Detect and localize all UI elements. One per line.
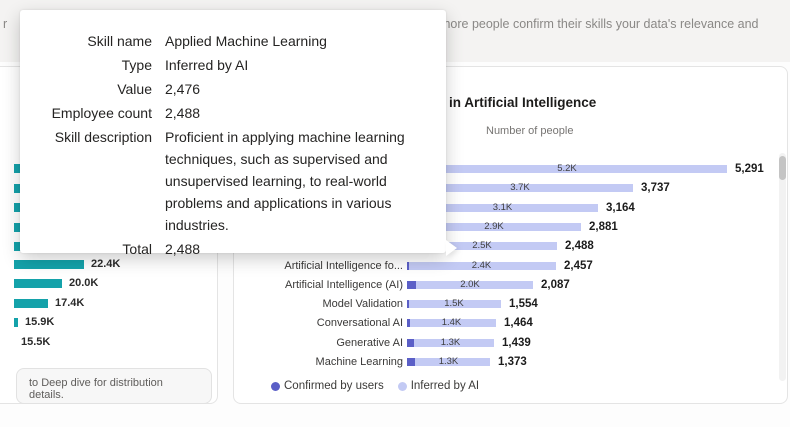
confirmed-segment[interactable] (407, 281, 416, 289)
value-label: 1,439 (502, 337, 531, 349)
chart-row[interactable]: Conversational AI 1.4K 1,464 (234, 315, 533, 331)
tooltip-field-label: Skill description (54, 129, 152, 145)
in-bar-label: 3.7K (510, 182, 530, 193)
in-bar-label: 2.0K (460, 279, 480, 290)
in-bar-label: 3.1K (492, 202, 513, 213)
chart-row[interactable]: Machine Learning 1.3K 1,373 (234, 354, 527, 370)
confirmed-segment[interactable] (407, 300, 409, 308)
chart-scrollbar-thumb[interactable] (779, 156, 786, 180)
in-bar-label: 1.4K (441, 317, 462, 328)
in-bar-label: 2.5K (472, 240, 492, 251)
banner-text: more people confirm their skills your da… (440, 17, 759, 31)
stacked-bar[interactable]: 2.0K (407, 279, 533, 290)
tooltip-field-value: 2,488 (165, 241, 201, 257)
stacked-bar[interactable]: 1.5K (407, 298, 501, 309)
category-label: Model Validation (322, 298, 403, 310)
chart-title: in Artificial Intelligence (449, 95, 597, 110)
tooltip-field-label: Type (121, 57, 152, 73)
value-label: 2,087 (541, 279, 570, 291)
bar-value-label: 17.4K (55, 297, 85, 309)
inferred-segment[interactable] (416, 281, 533, 289)
inferred-segment[interactable] (410, 165, 727, 173)
bar-value-label: 15.9K (25, 316, 55, 328)
tooltip-pointer (446, 240, 457, 256)
tooltip-field-label: Skill name (87, 33, 152, 49)
banner-text-fragment-left: r (3, 17, 8, 31)
teal-bar[interactable] (14, 260, 84, 269)
value-label: 2,457 (564, 260, 593, 272)
chart-scrollbar-track[interactable] (779, 153, 786, 381)
value-label: 5,291 (735, 163, 764, 175)
stacked-bar[interactable]: 1.3K (407, 356, 490, 367)
confirmed-segment[interactable] (407, 262, 409, 270)
tooltip-field-value: Applied Machine Learning (165, 33, 327, 49)
in-bar-label: 1.3K (440, 337, 461, 348)
value-label: 2,881 (589, 221, 618, 233)
tooltip-field-value: Inferred by AI (165, 57, 249, 73)
bar-value-label: 20.0K (69, 277, 99, 289)
teal-bar[interactable] (14, 279, 62, 288)
chart-row[interactable]: Generative AI 1.3K 1,439 (234, 335, 531, 351)
stacked-bar[interactable]: 5.2K (407, 163, 727, 174)
deep-dive-note: to Deep dive for distribution details. (16, 368, 212, 404)
value-label: 1,373 (498, 356, 527, 368)
value-label: 1,464 (504, 317, 533, 329)
in-bar-label: 1.5K (444, 298, 464, 309)
stacked-bar[interactable]: 1.3K (407, 337, 494, 348)
chart-row[interactable]: Artificial Intelligence (AI) 2.0K 2,087 (234, 277, 570, 293)
tooltip-field-label: Value (117, 81, 152, 97)
category-label: Machine Learning (315, 356, 403, 368)
category-label: Conversational AI (316, 317, 403, 329)
inferred-segment[interactable] (415, 358, 490, 366)
in-bar-label: 1.3K (438, 356, 459, 367)
legend-label: Confirmed by users (284, 380, 384, 392)
inferred-segment[interactable] (409, 242, 557, 250)
tooltip-field-label: Total (122, 241, 152, 257)
tooltip-field-value: 2,488 (165, 105, 201, 121)
skill-tooltip: Skill name Applied Machine Learning Type… (20, 10, 457, 257)
confirmed-segment[interactable] (407, 319, 410, 327)
bar-value-label: 22.4K (91, 258, 121, 270)
inferred-segment[interactable] (409, 300, 501, 308)
category-label: Generative AI (336, 337, 403, 349)
value-label: 1,554 (509, 298, 538, 310)
tooltip-field-label: Employee count (51, 105, 152, 121)
tooltip-field-value: 2,476 (165, 81, 201, 97)
category-label: Artificial Intelligence (AI) (285, 279, 403, 291)
value-label: 3,737 (641, 182, 670, 194)
confirmed-segment[interactable] (407, 358, 415, 366)
legend-dot-confirmed (271, 381, 280, 391)
axis-title: Number of people (486, 125, 574, 137)
category-label: Artificial Intelligence fo... (284, 260, 403, 272)
inferred-segment[interactable] (410, 319, 496, 327)
stacked-bar[interactable]: 2.4K (407, 260, 556, 271)
chart-row[interactable]: Artificial Intelligence fo... 2.4K 2,457 (234, 258, 593, 274)
teal-bar[interactable] (14, 299, 48, 308)
inferred-segment[interactable] (409, 262, 556, 270)
stacked-bar[interactable]: 1.4K (407, 317, 496, 328)
in-bar-label: 5.2K (557, 163, 577, 174)
inferred-segment[interactable] (414, 339, 494, 347)
value-label: 3,164 (606, 202, 635, 214)
chart-legend: Confirmed by users Inferred by AI (271, 380, 479, 392)
teal-bar[interactable] (14, 318, 18, 327)
legend-label: Inferred by AI (410, 380, 480, 392)
in-bar-label: 2.9K (484, 221, 504, 232)
in-bar-label: 2.4K (471, 260, 492, 271)
bar-value-label: 15.5K (21, 336, 51, 348)
chart-row[interactable]: Model Validation 1.5K 1,554 (234, 296, 538, 312)
confirmed-segment[interactable] (407, 339, 414, 347)
legend-item-inferred[interactable]: Inferred by AI (397, 380, 480, 392)
value-label: 2,488 (565, 240, 594, 252)
legend-dot-inferred (397, 381, 407, 391)
deep-dive-note-text: to Deep dive for distribution details. (29, 377, 163, 401)
inferred-segment[interactable] (409, 204, 598, 212)
inferred-segment[interactable] (409, 223, 581, 231)
inferred-segment[interactable] (409, 184, 633, 192)
tooltip-field-value: Proficient in applying machine learning … (165, 129, 405, 233)
legend-item-confirmed[interactable]: Confirmed by users (271, 380, 384, 392)
